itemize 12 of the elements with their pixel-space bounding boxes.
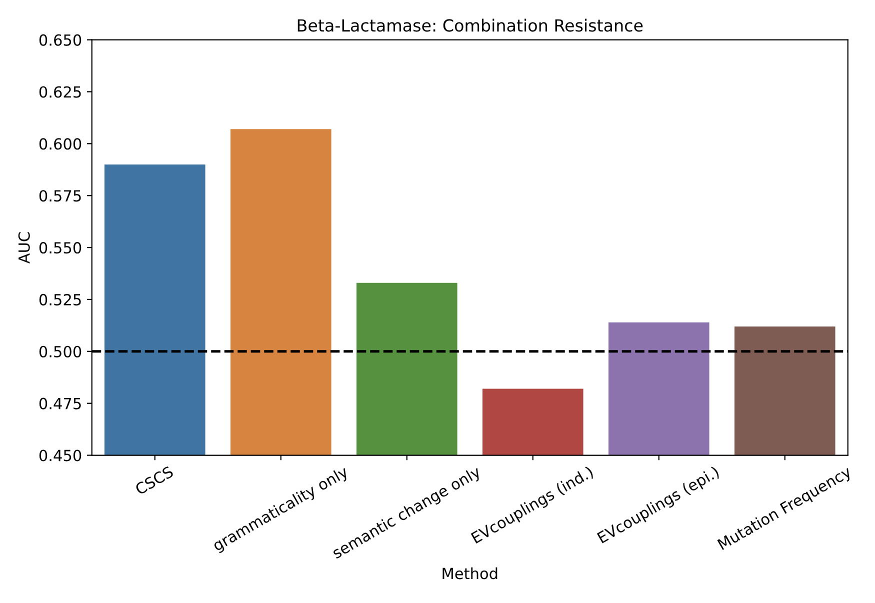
y-tick-label: 0.625 <box>39 86 81 98</box>
y-tick-label: 0.475 <box>39 398 81 410</box>
x-axis-title: Method <box>442 567 498 580</box>
y-tick-label: 0.450 <box>39 450 82 462</box>
y-tick-label: 0.575 <box>39 190 81 202</box>
chart-title: Beta-Lactamase: Combination Resistance <box>298 18 643 32</box>
y-tick-label: 0.650 <box>39 34 82 46</box>
y-axis-title: AUC <box>18 232 30 264</box>
y-tick-label: 0.500 <box>39 346 82 358</box>
y-tick-label: 0.550 <box>39 242 82 254</box>
y-tick-label: 0.525 <box>39 294 81 306</box>
y-tick-label: 0.600 <box>39 138 82 150</box>
